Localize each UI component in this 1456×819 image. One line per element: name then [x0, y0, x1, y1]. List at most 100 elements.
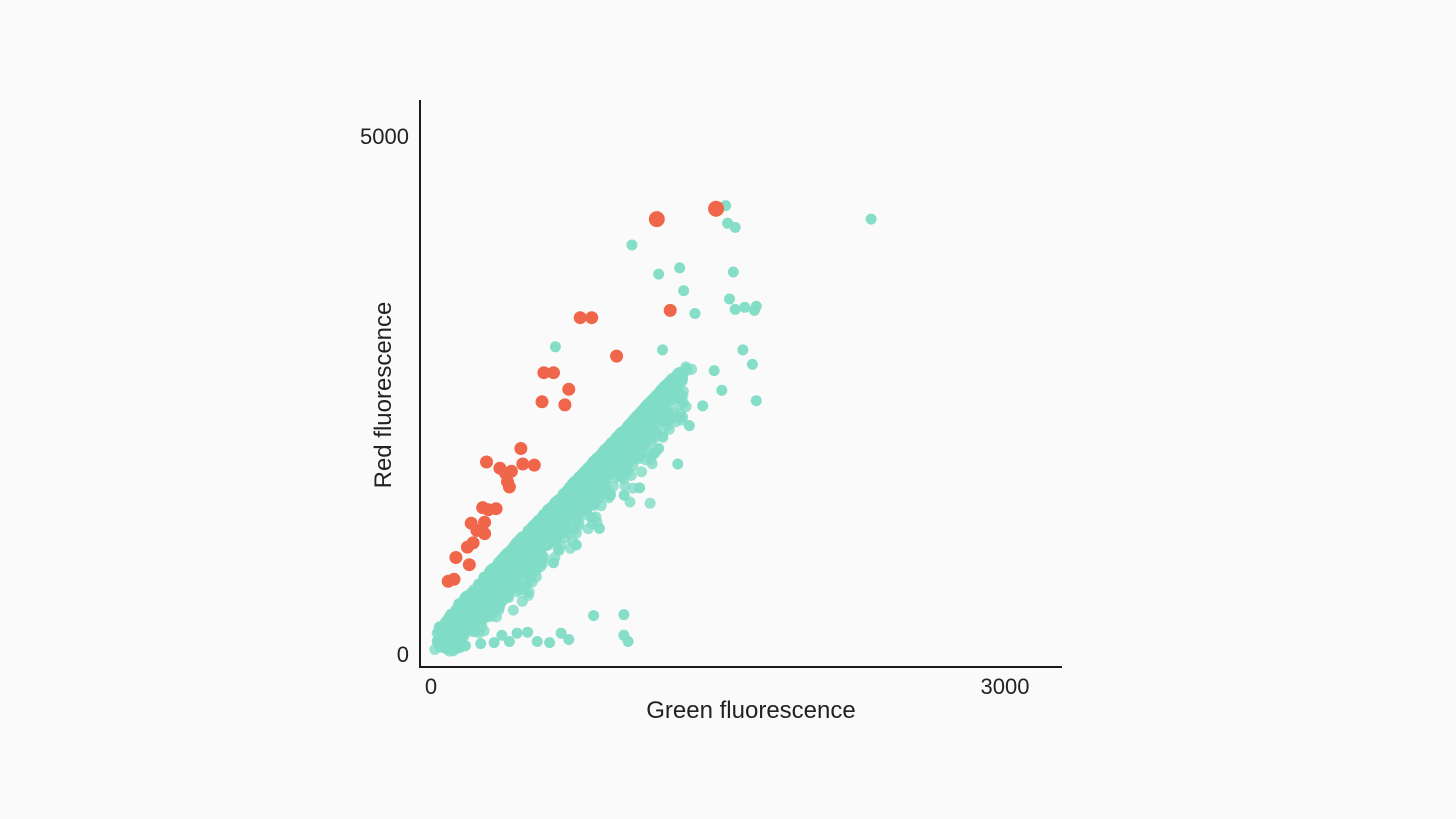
highlight-point [449, 551, 463, 564]
data-point [549, 341, 561, 353]
data-point [511, 627, 523, 639]
data-point [548, 557, 559, 569]
data-point [537, 519, 549, 531]
data-point [498, 554, 510, 566]
data-point [729, 303, 741, 315]
highlight-point [464, 516, 478, 530]
y-axis-title: Red fluorescence [370, 302, 397, 489]
x-axis-title: Green fluorescence [646, 697, 855, 724]
data-point [552, 543, 564, 555]
data-point [496, 586, 508, 598]
data-point [739, 301, 751, 313]
highlight-point [558, 398, 572, 412]
data-point [459, 640, 471, 652]
data-point [568, 487, 580, 499]
highlight-point [447, 572, 461, 586]
highlight-point [573, 311, 587, 325]
data-point [618, 489, 630, 501]
data-point [446, 642, 458, 654]
data-point [507, 604, 519, 616]
data-point [622, 465, 634, 477]
data-point [538, 551, 550, 563]
data-point [634, 482, 646, 494]
data-point [689, 308, 701, 319]
data-point [611, 438, 623, 450]
data-point [626, 239, 638, 251]
data-point [588, 610, 600, 622]
data-point [604, 452, 616, 464]
data-point [589, 466, 601, 478]
data-point [600, 485, 612, 497]
data-point [526, 576, 538, 588]
data-point [522, 626, 534, 638]
data-point [528, 564, 540, 576]
data-point [672, 458, 684, 470]
data-point [479, 598, 491, 610]
data-point [475, 638, 487, 650]
data-point [650, 404, 662, 416]
highlight-point [648, 211, 665, 228]
highlight-point [502, 480, 516, 494]
data-point [677, 397, 689, 409]
data-point [724, 293, 735, 305]
data-point [560, 524, 572, 535]
data-point [580, 472, 592, 484]
data-point [570, 527, 582, 539]
data-point [455, 606, 467, 618]
y-tick-label-bottom: 0 [397, 642, 409, 667]
data-point [729, 221, 741, 233]
data-point [623, 457, 635, 469]
data-point [514, 535, 526, 547]
highlight-points [441, 200, 725, 588]
data-point [496, 629, 508, 641]
highlight-point [462, 558, 476, 572]
highlight-point [547, 366, 560, 380]
data-point [737, 344, 749, 356]
data-point [582, 523, 594, 535]
data-point [523, 586, 535, 598]
data-point [512, 564, 524, 576]
data-point [622, 636, 634, 647]
highlight-point [537, 366, 551, 380]
data-point [559, 500, 571, 512]
data-point [437, 621, 449, 633]
highlight-point [585, 311, 599, 325]
data-point [746, 358, 758, 370]
data-point [708, 365, 720, 377]
data-point [683, 420, 695, 432]
data-point [716, 384, 728, 396]
data-point [654, 394, 666, 406]
data-point [657, 344, 668, 356]
data-point [477, 614, 488, 626]
data-point [674, 262, 686, 274]
data-point [523, 528, 535, 540]
data-point [488, 637, 500, 649]
highlight-point [489, 502, 503, 516]
data-point [545, 510, 557, 522]
data-point [641, 426, 653, 438]
data-point [653, 268, 665, 280]
data-point [623, 433, 635, 445]
highlight-point [708, 200, 725, 217]
data-point [668, 407, 679, 418]
data-point [676, 367, 688, 379]
data-point [662, 392, 674, 404]
highlight-point [516, 457, 530, 471]
data-point [544, 531, 556, 543]
data-point [486, 610, 498, 622]
data-point [570, 539, 582, 551]
x-tick-label-right: 3000 [981, 674, 1030, 699]
highlight-point [663, 303, 677, 317]
data-point [697, 400, 709, 412]
data-point [636, 466, 648, 478]
y-tick-label-top: 5000 [360, 124, 409, 149]
highlight-point [466, 536, 480, 550]
data-point [555, 627, 567, 639]
data-point [625, 421, 637, 433]
data-point [563, 634, 575, 645]
data-point [661, 415, 673, 427]
highlight-point [535, 395, 549, 409]
data-point [436, 641, 447, 653]
data-point [443, 632, 455, 643]
